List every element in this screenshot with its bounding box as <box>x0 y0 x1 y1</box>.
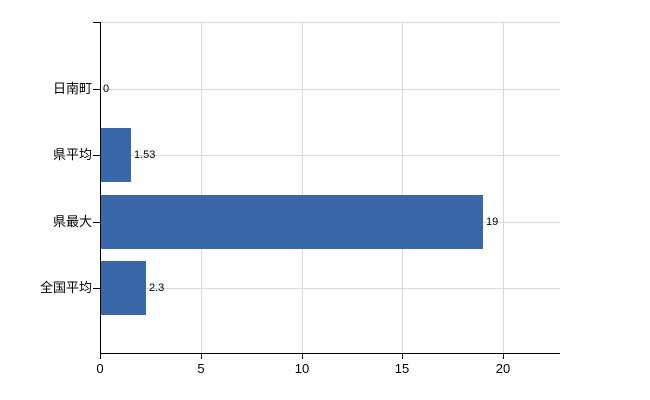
x-tick-label: 5 <box>197 361 205 376</box>
bar <box>101 195 483 249</box>
y-tick <box>93 288 100 289</box>
y-tick <box>93 22 100 23</box>
gridline-vertical <box>302 22 303 353</box>
value-label: 0 <box>103 83 110 95</box>
x-tick <box>503 354 504 359</box>
x-tick-label: 20 <box>495 361 511 376</box>
x-tick <box>302 354 303 359</box>
y-axis-line <box>100 22 101 354</box>
x-tick <box>100 354 101 359</box>
gridline-vertical <box>201 22 202 353</box>
value-label: 1.53 <box>134 149 156 161</box>
gridline-horizontal <box>100 155 560 156</box>
category-label: 県最大 <box>52 214 92 229</box>
x-tick-label: 0 <box>96 361 104 376</box>
category-label: 県平均 <box>52 147 92 162</box>
y-tick <box>93 222 100 223</box>
plot-top-border <box>100 22 560 23</box>
gridline-vertical <box>503 22 504 353</box>
value-label: 19 <box>486 216 499 228</box>
category-label: 全国平均 <box>39 280 92 295</box>
gridline-horizontal <box>100 89 560 90</box>
bar <box>101 261 146 315</box>
x-tick-label: 10 <box>294 361 310 376</box>
x-axis-line <box>100 353 560 354</box>
x-tick <box>201 354 202 359</box>
category-label: 日南町 <box>52 81 92 96</box>
value-label: 2.3 <box>149 282 165 294</box>
bar <box>101 128 131 182</box>
x-tick-label: 15 <box>394 361 410 376</box>
y-tick <box>93 155 100 156</box>
y-tick <box>93 89 100 90</box>
gridline-vertical <box>402 22 403 353</box>
gridline-horizontal <box>100 288 560 289</box>
x-tick <box>402 354 403 359</box>
